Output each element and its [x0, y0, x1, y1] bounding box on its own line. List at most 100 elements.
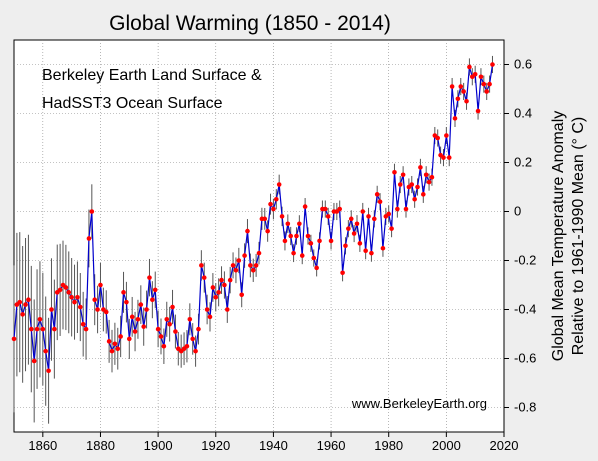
data-point [80, 321, 86, 327]
data-point [412, 196, 417, 202]
data-point [273, 196, 279, 202]
x-tick-label: 2000 [432, 438, 461, 453]
data-point [325, 214, 331, 219]
data-point [429, 174, 435, 180]
data-point [426, 179, 432, 185]
source-url: www.BerkeleyEarth.org [351, 396, 487, 411]
data-point [23, 302, 28, 307]
data-point [103, 309, 109, 315]
data-point [377, 199, 383, 204]
data-point [285, 221, 291, 227]
data-point [236, 258, 242, 263]
data-point [126, 336, 132, 342]
data-point [109, 348, 115, 354]
annotation-line-2: HadSST3 Ocean Surface [42, 95, 223, 112]
data-point [484, 89, 490, 94]
data-point [360, 209, 366, 214]
data-point [455, 96, 461, 102]
data-point [374, 192, 380, 197]
data-point [250, 268, 256, 273]
data-point [124, 299, 129, 305]
x-tick-label: 1920 [201, 438, 230, 453]
data-point [161, 343, 167, 349]
data-point [201, 275, 207, 280]
x-tick-label: 1940 [259, 438, 288, 453]
data-point [472, 72, 478, 77]
y-tick-label: 0 [514, 204, 521, 219]
data-point [418, 165, 423, 170]
data-point [337, 206, 343, 212]
y-axis-label-line-1: Global Mean Temperature Anomaly [550, 111, 567, 362]
x-tick-label: 1900 [144, 438, 173, 453]
data-point [72, 299, 77, 305]
data-point [389, 226, 394, 231]
data-point [37, 317, 43, 322]
data-point [348, 216, 354, 222]
data-point [403, 206, 409, 212]
data-point [75, 294, 80, 300]
data-point [311, 255, 317, 261]
data-point [152, 287, 158, 293]
data-point [271, 206, 276, 212]
data-point [141, 324, 147, 329]
data-point [308, 241, 314, 246]
data-point [291, 250, 296, 256]
data-point [46, 368, 51, 374]
data-point [57, 287, 63, 293]
data-point [464, 98, 469, 104]
data-point [305, 233, 311, 239]
y-tick-label: 0.6 [514, 57, 532, 72]
data-point [369, 250, 374, 256]
data-point [222, 282, 227, 288]
data-point [415, 184, 420, 190]
x-tick-label: 1980 [374, 438, 403, 453]
data-point [487, 81, 492, 87]
data-point [89, 209, 95, 214]
data-point [328, 238, 334, 244]
data-point [357, 241, 363, 246]
data-point [66, 290, 72, 295]
data-point [26, 297, 31, 303]
data-point [253, 263, 259, 268]
data-point [268, 201, 273, 207]
data-point [11, 336, 17, 342]
data-point [265, 228, 270, 234]
data-point [86, 236, 92, 241]
y-tick-label: 0.2 [514, 155, 532, 170]
data-point [132, 329, 138, 334]
data-point [207, 314, 213, 320]
data-point [20, 312, 25, 317]
data-point [299, 253, 305, 258]
data-point [83, 326, 89, 332]
data-point [17, 299, 23, 305]
data-point [322, 206, 328, 212]
data-point [69, 294, 74, 300]
data-point [481, 81, 487, 87]
y-tick-label: -0.4 [514, 302, 536, 317]
data-point [446, 155, 452, 160]
data-point [28, 326, 34, 332]
data-point [52, 326, 57, 332]
data-point [213, 294, 219, 300]
axis-ticks: 1860 1880 1900 1920 1940 1960 1980 2000 2020 -0.8… [28, 57, 536, 454]
data-point [340, 270, 345, 276]
data-point [43, 348, 49, 354]
data-point [121, 290, 126, 295]
data-point [363, 248, 368, 253]
data-point [366, 214, 371, 219]
data-point [317, 238, 322, 244]
data-point [478, 74, 484, 80]
data-point [294, 233, 299, 239]
data-point [444, 133, 449, 138]
data-point [115, 346, 121, 352]
data-point [354, 221, 360, 227]
data-point [216, 290, 221, 295]
data-point [34, 326, 40, 332]
data-point [242, 253, 247, 258]
data-point [400, 172, 406, 178]
data-point [224, 307, 230, 312]
y-tick-label: -0.6 [514, 351, 536, 366]
data-point [193, 348, 198, 354]
x-tick-label: 1860 [28, 438, 57, 453]
data-point [144, 307, 149, 312]
